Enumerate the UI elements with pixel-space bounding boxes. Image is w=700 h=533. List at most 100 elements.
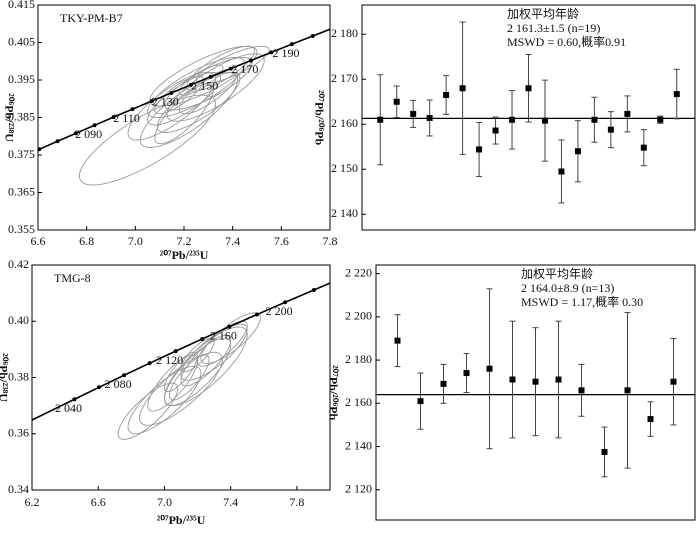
error-ellipse	[78, 94, 217, 186]
error-ellipse	[127, 365, 202, 435]
concordia-extension	[32, 398, 75, 421]
age-point	[476, 146, 483, 153]
annotation: 2 164.0±8.9 (n=13)	[521, 281, 614, 295]
error-ellipse	[166, 53, 265, 122]
annotation: 加权平均年龄	[507, 7, 579, 21]
age-marker	[188, 82, 193, 87]
x-tick-label: 7.2	[177, 234, 192, 248]
age-point	[426, 114, 433, 121]
age-marker	[283, 300, 288, 305]
age-marker	[289, 42, 294, 47]
y-axis-label: ²⁰⁶Pb/²³⁸U	[2, 93, 16, 142]
y-tick-label: 2 180	[345, 352, 372, 366]
error-ellipse	[147, 354, 199, 412]
age-point	[532, 378, 539, 385]
age-marker	[173, 349, 178, 354]
age-marker	[122, 373, 127, 378]
age-marker	[200, 336, 205, 341]
y-axis-label: ²⁰⁶Pb/²³⁸U	[0, 353, 10, 402]
age-point	[673, 91, 680, 98]
y-axis-label: ²⁰⁷Pb/²⁰⁶Pb	[326, 365, 340, 421]
age-marker	[74, 131, 79, 136]
y-tick-label: 2 180	[331, 26, 358, 40]
y-tick-label: 2 140	[331, 206, 358, 220]
age-point	[393, 98, 400, 105]
annotation: 加权平均年龄	[521, 267, 593, 281]
age-marker	[38, 147, 42, 152]
age-point	[486, 365, 493, 372]
age-point	[624, 110, 631, 117]
age-label: 2 130	[152, 95, 179, 109]
y-tick-label: 0.365	[8, 184, 35, 198]
age-point	[555, 376, 562, 383]
age-marker	[92, 123, 97, 128]
age-label: 2 080	[105, 377, 132, 391]
age-point	[410, 110, 417, 117]
x-tick-label: 6.8	[79, 234, 94, 248]
x-tick-label: 7.0	[128, 234, 143, 248]
age-label: 2 120	[156, 353, 183, 367]
age-marker	[311, 288, 316, 293]
error-ellipse	[178, 64, 224, 96]
age-label: 2 040	[55, 401, 82, 415]
age-point	[443, 92, 450, 98]
sample-label: TMG-8	[54, 271, 91, 285]
plot-frame	[375, 264, 696, 521]
age-marker	[169, 90, 174, 95]
age-point	[509, 116, 516, 123]
age-label: 2 110	[113, 111, 140, 125]
age-marker	[111, 115, 116, 120]
y-tick-label: 0.34	[8, 482, 29, 496]
x-axis-label: ²⁰⁷Pb/²³⁵U	[157, 513, 206, 527]
x-tick-label: 6.6	[31, 234, 46, 248]
y-tick-label: 0.395	[8, 72, 35, 86]
y-tick-label: 2 140	[345, 438, 372, 452]
age-label: 2 200	[266, 304, 293, 318]
concordia-extension	[313, 282, 330, 291]
age-label: 2 160	[210, 329, 237, 343]
y-tick-label: 0.42	[8, 257, 29, 271]
x-tick-label: 7.0	[157, 495, 172, 509]
age-point	[417, 398, 424, 405]
error-ellipse	[200, 312, 261, 364]
age-point	[394, 337, 401, 344]
age-point	[670, 378, 677, 385]
x-tick-label: 7.4	[223, 495, 238, 509]
age-marker	[269, 50, 274, 55]
y-tick-label: 0.36	[8, 426, 29, 440]
plot-area	[38, 28, 330, 186]
concordia-curve	[74, 289, 315, 400]
error-ellipse	[178, 68, 238, 115]
y-tick-label: 0.375	[8, 147, 35, 161]
age-point	[525, 85, 532, 92]
error-ellipse	[163, 326, 248, 407]
plot-frame	[361, 4, 696, 231]
y-tick-label: 0.405	[8, 34, 35, 48]
error-ellipse	[154, 83, 214, 145]
age-point	[591, 116, 598, 123]
y-tick-label: 0.385	[8, 109, 35, 123]
y-tick-label: 0.38	[8, 369, 29, 383]
age-marker	[208, 74, 213, 79]
x-tick-label: 6.2	[25, 495, 40, 509]
x-axis-label: ²⁰⁷Pb/²³⁵U	[160, 248, 209, 262]
y-tick-label: 2 160	[345, 395, 372, 409]
age-marker	[55, 139, 60, 144]
age-point	[607, 126, 614, 133]
age-point	[647, 416, 654, 423]
age-marker	[228, 66, 233, 71]
age-point	[578, 387, 585, 394]
x-tick-label: 7.8	[323, 234, 338, 248]
age-point	[624, 387, 631, 394]
age-point	[541, 117, 548, 124]
age-label: 2 190	[272, 46, 299, 60]
error-ellipse	[180, 334, 232, 387]
y-tick-label: 2 160	[331, 116, 358, 130]
age-marker	[149, 99, 154, 104]
y-tick-label: 0.355	[8, 222, 35, 236]
age-point	[601, 448, 608, 455]
age-marker	[147, 361, 152, 366]
age-marker	[310, 33, 315, 38]
x-tick-label: 7.6	[274, 234, 289, 248]
